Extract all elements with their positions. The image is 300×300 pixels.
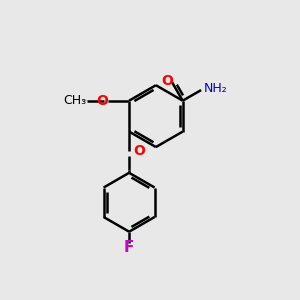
- Text: CH₃: CH₃: [64, 94, 87, 107]
- Text: F: F: [124, 240, 134, 255]
- Text: O: O: [161, 74, 173, 88]
- Text: NH₂: NH₂: [203, 82, 227, 95]
- Text: O: O: [133, 144, 145, 158]
- Text: O: O: [96, 94, 108, 108]
- Text: methoxy: methoxy: [82, 99, 88, 101]
